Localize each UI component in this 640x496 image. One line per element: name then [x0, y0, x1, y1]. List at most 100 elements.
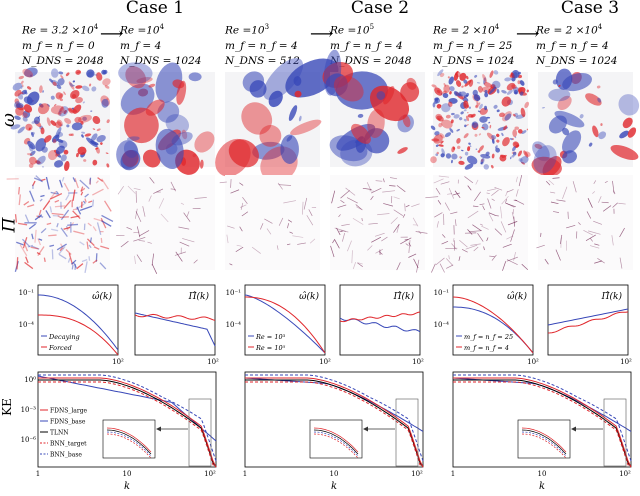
spectrum-plot-1: ω̂(k) [37, 284, 119, 356]
pi-field-4 [330, 175, 428, 273]
legend-label: Re = 10³ [255, 333, 286, 341]
x-tick-label: 10 [538, 470, 547, 478]
series-line-red [339, 311, 421, 323]
legend-label: FDNS_base [50, 419, 86, 426]
vorticity-field-4 [322, 49, 425, 167]
legend-label: m_f = n_f = 25 [464, 333, 513, 341]
pi-field-5 [425, 174, 529, 273]
pi-field-2 [116, 175, 215, 274]
series-line-blue [134, 312, 216, 347]
x-tick-label: 10² [204, 470, 216, 478]
y-tick-label: 10⁻³ [21, 406, 37, 414]
case-1-right-params: Re =104 m_f = 4 N_DNS = 1024 [120, 23, 202, 67]
spectrum-title: ω̂(k) [92, 291, 112, 302]
x-axis-label: k [331, 481, 337, 492]
x-tick-label: 10² [112, 358, 124, 366]
zoom-arrow-head [156, 426, 161, 432]
legend-label: TLNN [50, 430, 69, 437]
y-tick-label: 10⁰ [24, 376, 36, 384]
case-3-right-params: Re = 2 ×104 m_f = n_f = 4 N_DNS = 1024 [536, 23, 618, 67]
bnn-target-line [245, 381, 424, 468]
inset-plot [517, 419, 571, 459]
inset-line [106, 433, 152, 459]
spectrum-plot-6: Π̂(k) [547, 284, 629, 356]
spectrum-plot-2: Π̂(k) [134, 284, 216, 356]
spectrum-plot-4: Π̂(k) [339, 284, 421, 356]
pi-field-3 [219, 175, 320, 270]
x-tick-label: 10² [319, 358, 331, 366]
spectrum-title: Π̂(k) [393, 291, 415, 302]
zoom-region-box [603, 398, 627, 467]
inset-line [313, 431, 359, 457]
case-title-2: Case 2 [350, 0, 410, 18]
zoom-arrow-head [363, 426, 368, 432]
inset-line [106, 429, 152, 455]
spectrum-title: Π̂(k) [601, 291, 623, 302]
vorticity-field-1 [10, 67, 111, 172]
y-tick-label: 10⁻¹ [434, 289, 450, 297]
case-2-left-params: Re =103 m_f = n_f = 4 N_DNS = 512 [225, 23, 300, 67]
bnn-base-line [38, 374, 217, 462]
bnn-target-line [38, 381, 217, 468]
x-tick-label: 10² [619, 470, 631, 478]
legend-label: Re = 10⁵ [255, 344, 286, 352]
series-line-red [38, 314, 119, 356]
pi-field-6 [536, 175, 633, 270]
case-1-left-params: Re = 3.2 ×104 m_f = n_f = 0 N_DNS = 2048 [22, 23, 104, 67]
case-3-arrow: ⟶ [516, 24, 539, 43]
x-tick-label: 10² [527, 358, 539, 366]
bnn-target-line [453, 381, 632, 468]
spectrum-title: Π̂(k) [188, 291, 210, 302]
vorticity-field-2 [116, 62, 215, 175]
y-tick-label: 10⁻¹ [19, 289, 35, 297]
inset-line [521, 429, 567, 455]
spectrum-title: ω̂(k) [507, 291, 527, 302]
inset-line [521, 427, 567, 453]
zoom-region-box [188, 398, 212, 467]
zoom-arrow-head [571, 426, 576, 432]
spectrum-title: ω̂(k) [299, 291, 319, 302]
spectrum-plot-3: ω̂(k) [244, 284, 326, 356]
legend-label: BNN_target [50, 441, 87, 448]
y-tick-label: 10⁻¹ [226, 289, 242, 297]
series-line-red [245, 296, 326, 354]
tlnn-line [38, 379, 217, 468]
bnn-base-line [245, 374, 424, 462]
x-tick-label: 1 [243, 470, 247, 478]
legend-label: FDNS_large [50, 408, 88, 415]
series-line-blue [38, 294, 119, 351]
legend-label: BNN_base [50, 452, 82, 459]
x-tick-label: 10² [412, 358, 424, 366]
legend-label: Forced [48, 344, 72, 352]
series-line-red [452, 296, 534, 354]
case-title-3: Case 3 [560, 0, 620, 18]
legend-label: Decaying [48, 333, 80, 341]
series-line-red [547, 311, 629, 334]
series-line-red [134, 313, 216, 321]
x-tick-label: 10 [330, 470, 339, 478]
x-tick-label: 10² [620, 358, 632, 366]
x-tick-label: 10 [123, 470, 132, 478]
ke-plot-3 [452, 371, 632, 468]
inset-line [521, 431, 567, 457]
legend-label: m_f = n_f = 4 [464, 344, 509, 352]
y-tick-label: 10⁻⁴ [19, 321, 35, 329]
x-tick-label: 1 [451, 470, 455, 478]
fdns-large-line [38, 377, 217, 468]
inset-line [106, 431, 152, 457]
case-1-arrow: ⟶ [100, 24, 123, 43]
ke-plot-1 [37, 371, 217, 468]
case-3-left-params: Re = 2 ×104 m_f = n_f = 25 N_DNS = 1024 [433, 23, 515, 67]
inset-line [313, 427, 359, 453]
inset-line [521, 433, 567, 459]
x-axis-label: k [539, 481, 545, 492]
x-axis-label: k [124, 481, 130, 492]
inset-plot [102, 419, 156, 459]
x-tick-label: 10² [207, 358, 219, 366]
fdns-large-line [453, 377, 632, 468]
zoom-region-box [395, 398, 419, 467]
inset-line [313, 429, 359, 455]
tlnn-line [245, 379, 424, 468]
